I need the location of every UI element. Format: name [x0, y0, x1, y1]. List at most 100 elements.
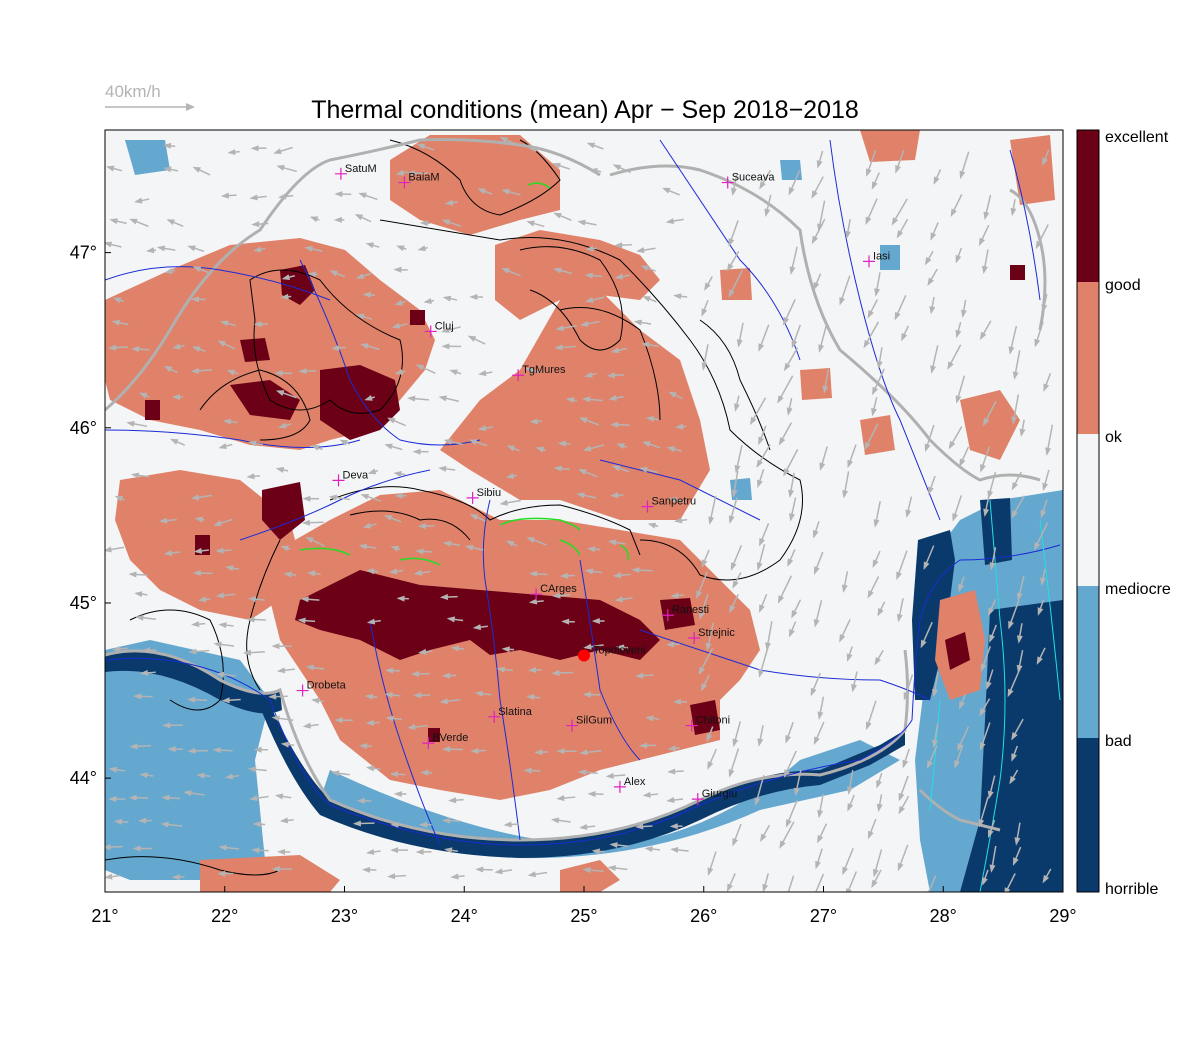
wind-arrow-head-icon: [551, 669, 560, 676]
wind-arrow-head-icon: [642, 791, 651, 798]
wind-arrow-head-icon: [579, 417, 588, 424]
wind-arrow-head-icon: [582, 867, 591, 874]
wind-arrow-head-icon: [582, 445, 592, 452]
wind-arrow-head-icon: [503, 821, 512, 828]
wind-arrow-head-icon: [666, 797, 675, 803]
wind-arrow-head-icon: [847, 459, 854, 469]
wind-arrow-head-icon: [561, 618, 570, 625]
wind-arrow-head-icon: [819, 462, 826, 471]
wind-arrow-head-icon: [930, 365, 937, 374]
wind-arrow-head-icon: [577, 219, 586, 226]
wind-arrow-head-icon: [194, 516, 204, 523]
wind-arrow-head-icon: [212, 747, 221, 754]
y-tick-label: 46°: [70, 418, 97, 438]
wind-arrow-head-icon: [385, 715, 394, 722]
wind-arrow-head-icon: [817, 711, 824, 720]
wind-arrow-head-icon: [813, 281, 820, 291]
wind-arrow-head-icon: [978, 818, 985, 828]
city-marker-icon: [334, 167, 347, 180]
wind-arrow-head-icon: [302, 495, 311, 502]
wind-arrow-head-icon: [468, 439, 478, 446]
wind-arrow-head-icon: [608, 539, 617, 546]
wind-arrow-head-icon: [759, 604, 765, 613]
wind-arrow-head-icon: [277, 193, 287, 200]
wind-arrow-head-icon: [273, 148, 282, 154]
wind-arrow-head-icon: [591, 618, 600, 625]
highlight-marker-icon: [578, 649, 590, 662]
wind-arrow-head-icon: [787, 558, 794, 567]
wind-arrow-head-icon: [417, 245, 426, 252]
wind-arrow-head-icon: [699, 611, 705, 620]
wind-arrow-head-icon: [565, 397, 575, 404]
wind-arrow-head-icon: [701, 559, 708, 568]
wind-arrow-head-icon: [361, 866, 371, 873]
wind-arrow-head-icon: [728, 769, 735, 778]
wind-arrow-head-icon: [218, 622, 227, 629]
city-label: Strejnic: [698, 627, 735, 639]
wind-arrow-head-icon: [1007, 688, 1014, 698]
wind-arrow-head-icon: [501, 646, 510, 653]
wind-arrow-head-icon: [366, 568, 375, 575]
wind-arrow-head-icon: [108, 796, 117, 803]
city-marker-icon: [398, 176, 411, 189]
wind-arrow-head-icon: [220, 320, 229, 327]
wind-arrow-head-icon: [891, 217, 899, 226]
wind-arrow-head-icon: [167, 746, 176, 753]
city-label: BaiaM: [408, 172, 439, 184]
wind-arrow-head-icon: [728, 238, 735, 247]
wind-arrow-head-icon: [1042, 482, 1049, 492]
wind-arrow-head-icon: [281, 274, 291, 281]
city-label: BVerde: [432, 732, 468, 744]
wind-arrow-head-icon: [552, 162, 561, 169]
wind-arrow-head-icon: [390, 847, 399, 854]
wind-arrow-head-icon: [987, 790, 994, 800]
wind-arrow-head-icon: [631, 567, 640, 574]
wind-arrow-head-icon: [636, 247, 645, 254]
wind-arrow-head-icon: [932, 688, 938, 698]
legend-bad: bad: [1105, 733, 1132, 750]
wind-arrow-head-icon: [391, 322, 401, 329]
wind-arrow-head-icon: [130, 472, 140, 479]
wind-arrow-head-icon: [896, 613, 903, 623]
wind-arrow-head-icon: [172, 394, 181, 401]
wind-arrow-head-icon: [280, 741, 290, 748]
wind-arrow-head-icon: [705, 642, 712, 652]
wind-arrow-head-icon: [614, 273, 624, 280]
wind-arrow-head-icon: [247, 596, 257, 603]
wind-arrow-head-icon: [227, 149, 236, 156]
wind-arrow-head-icon: [675, 423, 684, 430]
colorbar-ok: [1077, 434, 1099, 586]
wind-arrow-head-icon: [554, 344, 563, 351]
wind-arrow-head-icon: [268, 693, 277, 700]
wind-arrow-head-icon: [506, 445, 516, 452]
wind-arrow-head-icon: [867, 309, 874, 319]
wind-arrow-head-icon: [896, 571, 902, 581]
wind-arrow-head-icon: [275, 467, 285, 473]
y-tick-label: 45°: [70, 593, 97, 613]
wind-arrow-head-icon: [415, 548, 424, 555]
x-tick-label: 21°: [91, 906, 118, 926]
wind-arrow-head-icon: [580, 320, 589, 327]
wind-arrow-head-icon: [419, 220, 428, 227]
wind-arrow-head-icon: [449, 369, 458, 376]
wind-arrow-head-icon: [470, 747, 479, 754]
city-label: CArges: [540, 583, 577, 595]
wind-arrow-head-icon: [871, 879, 878, 889]
wind-arrow-head-icon: [764, 208, 771, 217]
wind-arrow-head-icon: [225, 565, 234, 572]
wind-arrow-head-icon: [135, 614, 144, 621]
wind-arrow-head-icon: [1016, 592, 1023, 602]
wind-arrow-head-icon: [1037, 607, 1044, 616]
wind-arrow-head-icon: [132, 845, 141, 852]
wind-arrow-head-icon: [1011, 732, 1018, 741]
wind-arrow-head-icon: [896, 230, 904, 239]
wind-arrow-head-icon: [610, 421, 619, 428]
wind-arrow-head-icon: [221, 697, 230, 704]
wind-arrow-head-icon: [246, 616, 255, 623]
wind-arrow-head-icon: [789, 266, 796, 275]
wind-arrow-head-icon: [726, 263, 734, 272]
wind-arrow-head-icon: [250, 145, 259, 152]
wind-arrow-head-icon: [146, 247, 155, 254]
wind-arrow-head-icon: [667, 745, 677, 752]
high-terrain-outlines: [299, 182, 630, 566]
